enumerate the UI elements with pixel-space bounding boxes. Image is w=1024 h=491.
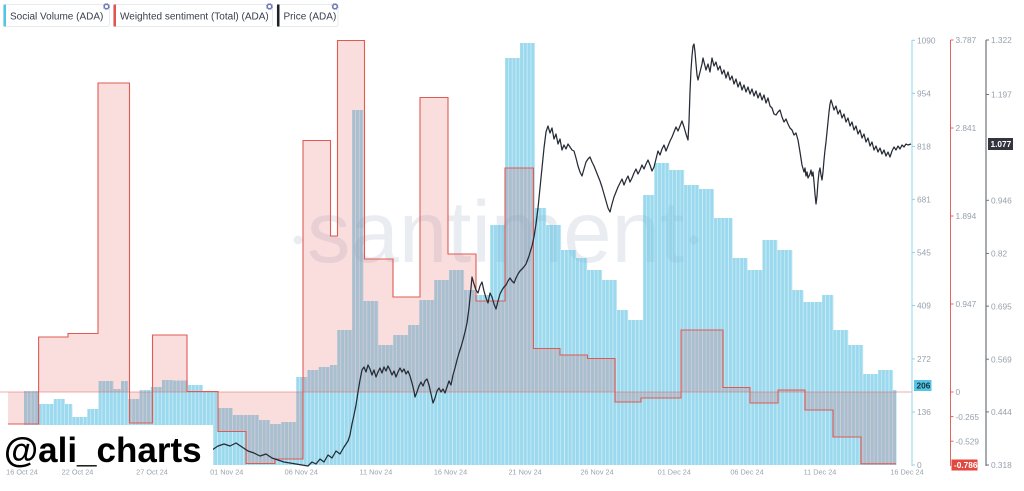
svg-text:26 Nov 24: 26 Nov 24 [580, 468, 613, 477]
svg-text:27 Oct 24: 27 Oct 24 [136, 468, 168, 477]
svg-text:06 Nov 24: 06 Nov 24 [285, 468, 318, 477]
svg-text:@ali_charts: @ali_charts [4, 431, 202, 470]
svg-text:136: 136 [917, 407, 931, 417]
svg-text:11 Nov 24: 11 Nov 24 [360, 468, 393, 477]
svg-text:0: 0 [956, 387, 961, 397]
svg-text:1.197: 1.197 [991, 90, 1012, 100]
svg-text:01 Nov 24: 01 Nov 24 [210, 468, 243, 477]
svg-text:01 Dec 24: 01 Dec 24 [658, 468, 691, 477]
svg-text:0.82: 0.82 [991, 249, 1008, 259]
svg-text:06 Dec 24: 06 Dec 24 [730, 468, 763, 477]
svg-text:Social Volume (ADA): Social Volume (ADA) [10, 11, 103, 22]
svg-text:0.946: 0.946 [991, 196, 1012, 206]
svg-text:-0.265: -0.265 [956, 412, 980, 422]
svg-text:22 Oct 24: 22 Oct 24 [62, 468, 94, 477]
svg-text:3.787: 3.787 [956, 35, 977, 45]
svg-text:954: 954 [917, 89, 931, 99]
svg-text:0.947: 0.947 [956, 299, 977, 309]
svg-text:545: 545 [917, 248, 931, 258]
svg-text:1.322: 1.322 [991, 35, 1012, 45]
svg-text:Price (ADA): Price (ADA) [284, 11, 337, 22]
svg-text:0.569: 0.569 [991, 354, 1012, 364]
svg-text:1.894: 1.894 [956, 211, 977, 221]
svg-text:1090: 1090 [917, 36, 936, 46]
svg-text:2.841: 2.841 [956, 123, 977, 133]
svg-text:0.444: 0.444 [991, 407, 1012, 417]
svg-text:272: 272 [917, 354, 931, 364]
svg-text:-0.786: -0.786 [954, 460, 978, 470]
svg-text:-0.529: -0.529 [956, 436, 980, 446]
svg-text:16 Oct 24: 16 Oct 24 [6, 468, 38, 477]
svg-text:0.695: 0.695 [991, 301, 1012, 311]
svg-text:818: 818 [917, 142, 931, 152]
svg-text:409: 409 [917, 301, 931, 311]
svg-text:1.077: 1.077 [991, 139, 1012, 149]
svg-text:11 Dec 24: 11 Dec 24 [804, 468, 837, 477]
svg-text:206: 206 [917, 381, 931, 391]
svg-text:681: 681 [917, 195, 931, 205]
svg-text:0.318: 0.318 [991, 460, 1012, 470]
svg-text:16 Dec 24: 16 Dec 24 [890, 468, 923, 477]
svg-text:21 Nov 24: 21 Nov 24 [508, 468, 541, 477]
svg-text:16 Nov 24: 16 Nov 24 [434, 468, 467, 477]
svg-text:Weighted sentiment (Total) (AD: Weighted sentiment (Total) (ADA) [120, 11, 269, 22]
